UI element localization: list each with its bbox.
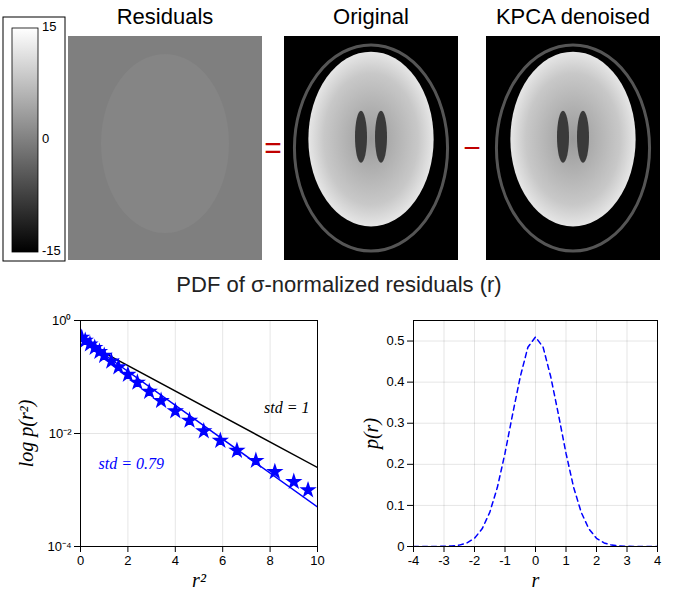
svg-text:10: 10 (310, 553, 324, 568)
html-text:PDF of σ-normalized residuals: PDF of σ-normalized residuals (r) (176, 272, 502, 297)
svg-text:4: 4 (172, 553, 179, 568)
svg-text:-4: -4 (408, 553, 420, 568)
svg-text:0.4: 0.4 (386, 374, 404, 389)
svg-text:2: 2 (124, 553, 131, 568)
svg-text:=: = (264, 131, 282, 164)
svg-text:-2: -2 (469, 553, 481, 568)
svg-text:3: 3 (623, 553, 630, 568)
svg-text:p(r): p(r) (360, 418, 383, 451)
svg-text:0.2: 0.2 (386, 456, 404, 471)
svg-text:std = 1: std = 1 (264, 399, 309, 416)
svg-text:−: − (463, 131, 481, 164)
svg-text:r²: r² (192, 569, 207, 591)
svg-text:0: 0 (77, 553, 84, 568)
svg-text:1: 1 (562, 553, 569, 568)
svg-text:-1: -1 (499, 553, 511, 568)
svg-text:2: 2 (593, 553, 600, 568)
svg-text:0.1: 0.1 (386, 498, 404, 513)
svg-text:0.5: 0.5 (386, 333, 404, 348)
svg-text:0: 0 (42, 131, 49, 146)
svg-text:15: 15 (42, 19, 56, 34)
svg-text:0: 0 (532, 553, 539, 568)
svg-text:4: 4 (654, 553, 661, 568)
svg-text:0: 0 (397, 539, 404, 554)
svg-text:Residuals: Residuals (117, 4, 214, 29)
svg-text:10⁻⁴: 10⁻⁴ (47, 539, 71, 554)
svg-text:log p(r²): log p(r²) (15, 399, 38, 467)
svg-text:-15: -15 (42, 243, 61, 258)
svg-text:10⁰: 10⁰ (52, 313, 71, 328)
svg-text:0.3: 0.3 (386, 415, 404, 430)
svg-text:-3: -3 (438, 553, 450, 568)
svg-text:8: 8 (266, 553, 273, 568)
svg-text:Original: Original (333, 4, 409, 29)
svg-text:r: r (532, 569, 540, 591)
svg-text:10⁻²: 10⁻² (49, 426, 72, 441)
svg-text:std = 0.79: std = 0.79 (99, 455, 164, 472)
svg-text:6: 6 (219, 553, 226, 568)
svg-text:KPCA denoised: KPCA denoised (496, 4, 650, 29)
